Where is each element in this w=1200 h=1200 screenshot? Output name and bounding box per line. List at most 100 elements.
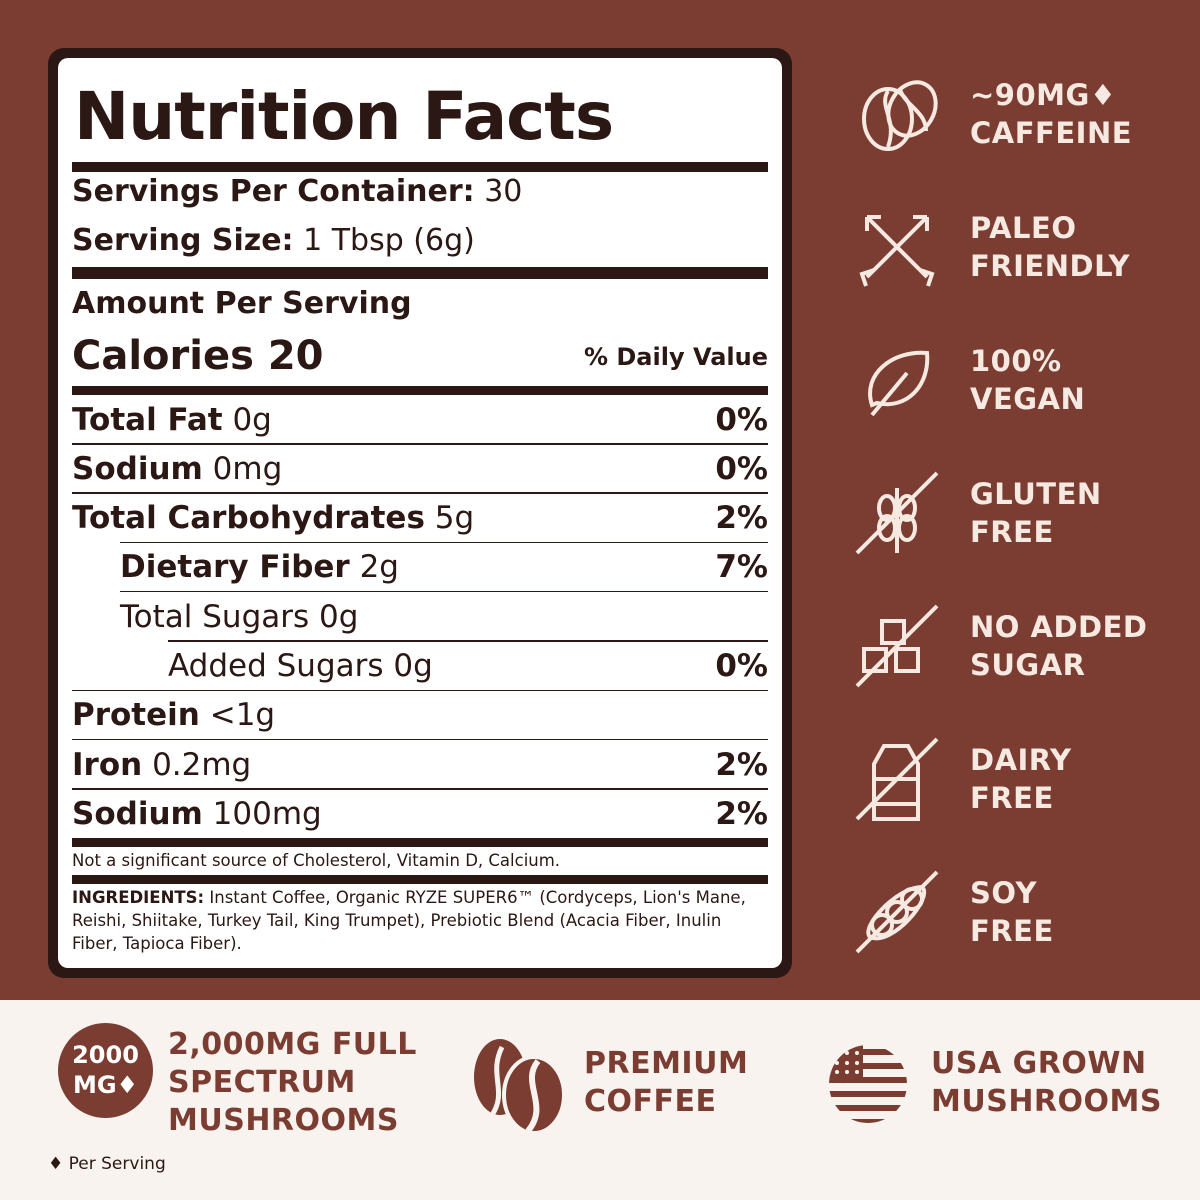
sugar-cubes-crossed-icon [855, 604, 939, 688]
feature-label: ~90MG♦ CAFFEINE [970, 76, 1132, 152]
nutrient-name: Sodium [72, 795, 203, 832]
nutrient-row: Added Sugars 0g 0% [72, 642, 768, 691]
nutrient-name: Total Carbohydrates [72, 500, 425, 537]
nutrient-daily-value: 2% [715, 500, 768, 537]
serving-size: Serving Size: 1 Tbsp (6g) [72, 223, 475, 258]
feature-line2: FRIENDLY [970, 249, 1131, 283]
feature-label: DAIRY FREE [970, 741, 1072, 817]
nutrient-row: Total Carbohydrates 5g 2% [72, 494, 768, 543]
nutrient-name: Protein [72, 697, 200, 734]
coffee-bean-icon [862, 80, 938, 151]
nutrient-name: Total Fat [72, 401, 223, 438]
line: PREMIUM [584, 1046, 749, 1081]
servings-per-container: Servings Per Container: 30 [72, 174, 522, 209]
calories: Calories 20 [72, 333, 324, 379]
nutrient-label: Dietary Fiber 2g [72, 549, 399, 585]
soybean-crossed-icon [855, 870, 939, 954]
crossed-arrows-icon [859, 215, 935, 287]
feature-label: GLUTEN FREE [970, 475, 1102, 551]
line: MUSHROOMS [168, 1103, 399, 1138]
feature-line1: SOY [970, 876, 1038, 910]
serving-size-value: 1 Tbsp (6g) [303, 223, 475, 258]
row-divider [72, 443, 768, 445]
feature-line2: VEGAN [970, 382, 1086, 416]
row-divider [72, 689, 768, 691]
serving-size-label: Serving Size: [72, 223, 294, 258]
per-serving-footnote: ♦ Per Serving [48, 1154, 166, 1174]
usa-flag-icon [829, 1045, 907, 1123]
premium-coffee-text: PREMIUM COFFEE [584, 1045, 748, 1121]
mg-badge-icon: 2000 MG♦ [58, 1023, 153, 1118]
divider [72, 162, 768, 172]
ingredients: INGREDIENTS: Instant Coffee, Organic RYZ… [72, 886, 772, 955]
feature-line1: ~90MG♦ [970, 78, 1117, 112]
nutrient-amount: 100mg [212, 795, 322, 832]
wheat-crossed-icon [855, 471, 939, 555]
mg-badge-line1: 2000 [72, 1041, 139, 1069]
nutrient-row: Total Sugars 0g [72, 592, 768, 641]
feature-line1: PALEO [970, 211, 1077, 245]
row-divider [72, 788, 768, 790]
nutrient-name: Dietary Fiber [120, 549, 350, 586]
nutrient-amount: 5g [434, 500, 475, 537]
nutrient-amount: 0.2mg [152, 746, 252, 783]
mg-badge-line2: MG♦ [72, 1071, 139, 1099]
nutrient-label: Total Fat 0g [72, 402, 272, 438]
row-divider [72, 492, 768, 494]
feature-line2: CAFFEINE [970, 116, 1133, 150]
line: MUSHROOMS [931, 1084, 1162, 1119]
ingredients-text: Instant Coffee, Organic RYZE SUPER6™ (Co… [72, 888, 746, 953]
usa-grown-text: USA GROWN MUSHROOMS [931, 1045, 1162, 1121]
divider [72, 386, 768, 395]
nutrient-daily-value: 0% [715, 401, 768, 438]
row-divider [120, 541, 768, 544]
nutrient-daily-value: 0% [715, 450, 768, 487]
feature-line2: SUGAR [970, 648, 1086, 682]
nutrient-label: Total Carbohydrates 5g [72, 500, 474, 536]
line: COFFEE [584, 1084, 717, 1119]
nutrient-daily-value: 2% [715, 746, 768, 783]
feature-line2: FREE [970, 515, 1054, 549]
divider [72, 875, 768, 884]
bottom-banner [0, 1000, 1200, 1200]
nutrient-amount: Added Sugars 0g [168, 648, 433, 684]
feature-label: NO ADDED SUGAR [970, 608, 1148, 684]
amount-per-serving: Amount Per Serving [72, 286, 412, 321]
line: USA GROWN [931, 1046, 1147, 1081]
nutrient-daily-value: 7% [715, 549, 768, 586]
line: 2,000MG FULL [168, 1027, 417, 1062]
feature-badge: SOY FREE [852, 862, 1182, 962]
servings-label: Servings Per Container: [72, 174, 475, 209]
milk-carton-crossed-icon [855, 737, 939, 821]
feature-line1: GLUTEN [970, 477, 1102, 511]
nutrient-amount: 0mg [212, 450, 283, 487]
nutrient-row: Iron 0.2mg 2% [72, 740, 768, 789]
nutrient-amount: 0g [232, 401, 272, 438]
nutrition-panel [58, 58, 782, 968]
nutrient-label: Added Sugars 0g [72, 648, 433, 684]
nutrition-title: Nutrition Facts [74, 78, 614, 155]
nutrient-row: Sodium 0mg 0% [72, 444, 768, 493]
nutrient-row: Dietary Fiber 2g 7% [72, 543, 768, 592]
nutrient-name: Iron [72, 746, 143, 783]
line: SPECTRUM [168, 1065, 356, 1100]
nutrient-amount: Total Sugars 0g [120, 598, 359, 635]
mushrooms-text: 2,000MG FULL SPECTRUM MUSHROOMS [168, 1026, 417, 1140]
feature-badge: NO ADDED SUGAR [852, 596, 1182, 696]
nutrition-note: Not a significant source of Cholesterol,… [72, 851, 561, 870]
servings-value: 30 [484, 174, 523, 209]
feature-badge: PALEO FRIENDLY [852, 197, 1182, 297]
nutrient-daily-value: 0% [715, 648, 768, 684]
nutrient-amount: 2g [359, 549, 399, 586]
row-divider [72, 738, 768, 741]
nutrient-label: Sodium 100mg [72, 796, 322, 832]
feature-line2: FREE [970, 781, 1054, 815]
feature-line1: DAIRY [970, 743, 1072, 777]
ingredients-label: INGREDIENTS: [72, 888, 205, 907]
divider [72, 838, 768, 847]
feature-line1: 100% [970, 344, 1062, 378]
feature-label: SOY FREE [970, 874, 1054, 950]
nutrient-row: Protein <1g [72, 691, 768, 740]
daily-value-header: % Daily Value [583, 343, 768, 371]
coffee-bean-icon [474, 1039, 566, 1135]
